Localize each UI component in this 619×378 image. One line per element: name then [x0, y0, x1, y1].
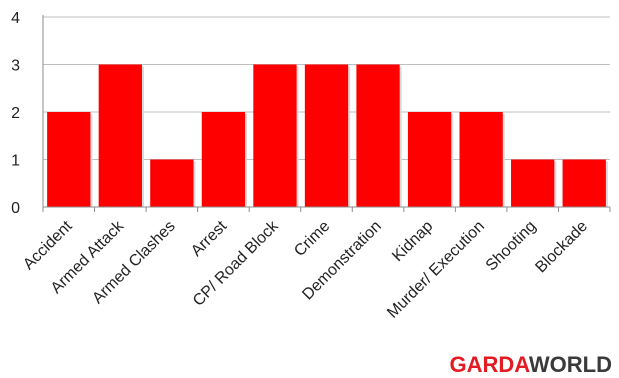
x-tick-label: Blockade	[532, 218, 591, 277]
y-tick-label: 0	[11, 200, 20, 217]
x-tick-label: Shooting	[483, 218, 540, 275]
bar	[459, 112, 503, 207]
bar	[150, 159, 194, 207]
x-tick-label: Crime	[291, 218, 333, 260]
bar	[253, 64, 297, 207]
bar	[356, 64, 400, 207]
x-tick-label: Murder/ Execution	[384, 218, 488, 322]
x-tick-label: Arrest	[188, 217, 231, 260]
gardaworld-logo: GARDAWORLD	[449, 352, 612, 377]
y-tick-label: 1	[11, 153, 20, 170]
bar	[304, 64, 349, 207]
y-tick-label: 3	[11, 58, 20, 75]
brand-part-1: GARDA	[449, 352, 530, 377]
x-tick-label: Kidnap	[389, 218, 436, 265]
axes	[42, 15, 611, 212]
bar	[562, 159, 606, 207]
y-tick-label: 4	[11, 10, 20, 27]
y-tick-label: 2	[11, 105, 20, 122]
bar	[407, 112, 452, 207]
bar	[47, 112, 91, 207]
bar	[511, 159, 555, 207]
brand-part-2: WORLD	[529, 352, 612, 377]
bar	[98, 64, 142, 207]
bar	[201, 112, 246, 207]
bars	[47, 64, 608, 207]
